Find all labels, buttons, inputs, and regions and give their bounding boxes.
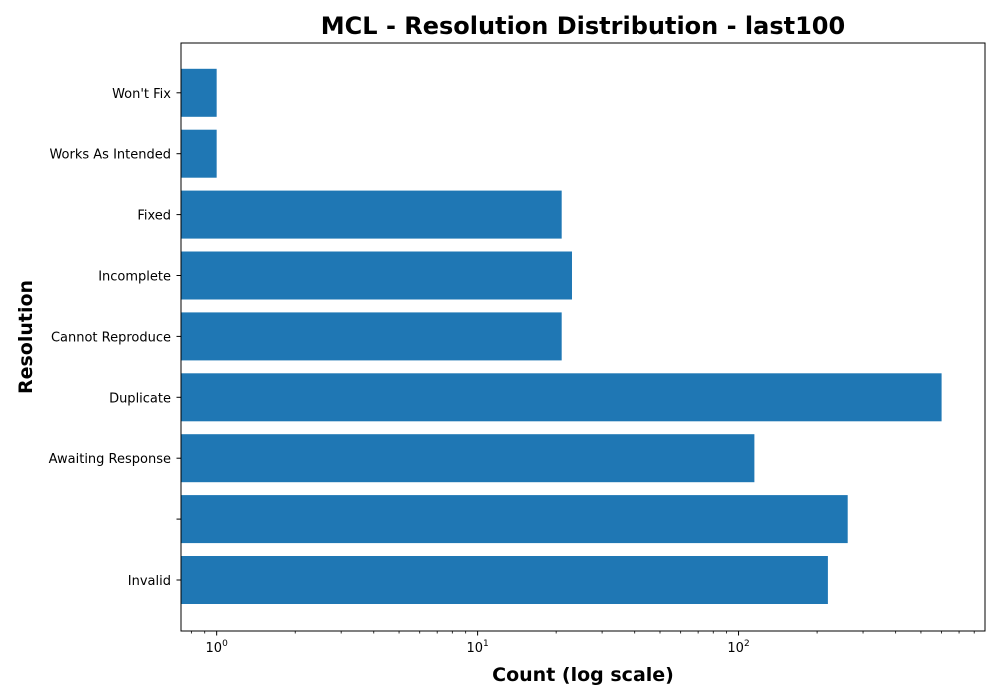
y-tick-label: Works As Intended — [49, 148, 171, 163]
bar-duplicate — [181, 373, 942, 422]
x-axis-label: Count (log scale) — [492, 664, 674, 686]
x-tick-label: 101 — [466, 639, 488, 656]
x-tick-exponent: 2 — [744, 639, 750, 649]
bar-fixed — [181, 190, 562, 239]
y-tick-label: Won't Fix — [112, 87, 171, 102]
plot-frame — [180, 42, 986, 632]
y-axis-ticks: Invalid Awaiting Response Duplicate Cannot … — [49, 87, 181, 589]
x-tick-label: 102 — [727, 639, 749, 656]
x-tick-exponent: 0 — [222, 639, 228, 649]
chart-title: MCL - Resolution Distribution - last100 — [321, 12, 845, 40]
x-tick-base: 10 — [206, 641, 223, 656]
bar-awaiting-response — [181, 434, 755, 483]
y-tick-label: Duplicate — [109, 391, 171, 406]
x-tick-base: 10 — [466, 641, 483, 656]
bar-blank-1 — [181, 495, 848, 544]
y-tick-label: Fixed — [137, 209, 171, 224]
bar-won-t-fix — [181, 68, 217, 117]
bar-works-as-intended — [181, 129, 217, 178]
x-tick-base: 10 — [727, 641, 744, 656]
x-tick-exponent: 1 — [483, 639, 489, 649]
bar-cannot-reproduce — [181, 312, 562, 361]
bar-incomplete — [181, 251, 572, 300]
x-tick-label: 100 — [206, 639, 229, 656]
y-tick-label: Invalid — [128, 574, 171, 589]
y-tick-label: Incomplete — [98, 270, 171, 285]
x-axis-ticks: 100 101 102 — [190, 631, 975, 656]
y-tick-label: Cannot Reproduce — [51, 330, 171, 345]
y-axis-label: Resolution — [15, 280, 37, 394]
y-tick-label: Awaiting Response — [49, 452, 171, 467]
bar-invalid — [181, 556, 828, 604]
bar-series — [181, 68, 942, 604]
